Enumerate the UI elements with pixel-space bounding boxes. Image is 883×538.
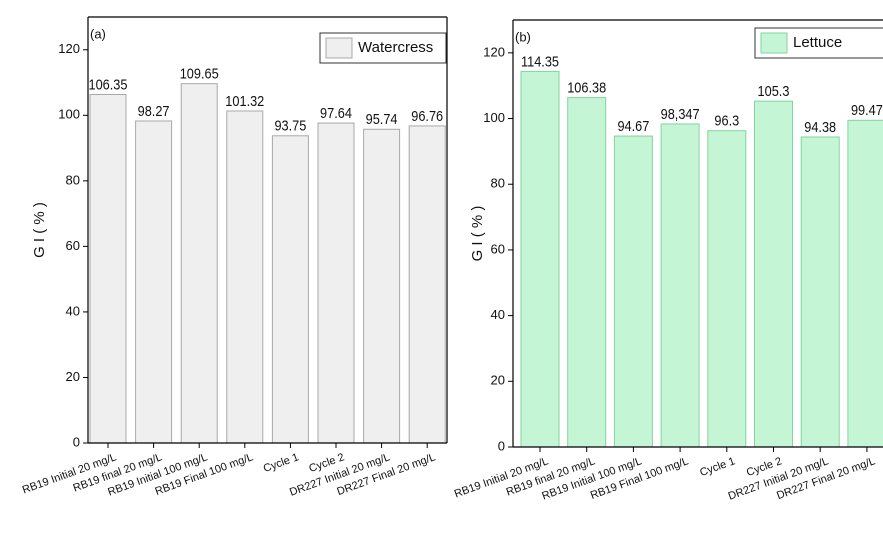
bar: [520, 70, 560, 448]
legend-label: Lettuce: [793, 34, 842, 51]
value-label: 101.32: [225, 92, 264, 109]
bar: [707, 130, 747, 448]
value-label: 98.27: [138, 102, 170, 119]
panel-label: (b): [515, 29, 531, 44]
bar: [567, 97, 607, 448]
value-label: 114.35: [521, 52, 559, 69]
y-tick-label: 100: [58, 107, 80, 122]
bar: [847, 119, 883, 448]
y-tick-label: 40: [491, 307, 505, 322]
bar: [89, 93, 127, 444]
y-tick-label: 20: [66, 369, 80, 384]
value-label: 106.35: [89, 75, 128, 92]
bar: [660, 123, 700, 448]
y-axis-label: G I ( % ): [469, 206, 486, 262]
value-label: 99.47: [851, 101, 883, 118]
bar: [226, 110, 264, 444]
y-tick-label: 100: [483, 110, 505, 125]
value-label: 95.74: [366, 110, 398, 127]
y-tick-label: 60: [66, 238, 80, 253]
y-tick-label: 120: [58, 41, 80, 56]
bar: [408, 125, 446, 444]
y-tick-label: 80: [491, 176, 505, 191]
x-tick-label: Cycle 1: [698, 455, 737, 479]
y-tick-label: 20: [491, 373, 505, 388]
y-tick-label: 40: [66, 303, 80, 318]
legend-swatch: [325, 37, 353, 59]
value-label: 96.76: [411, 107, 443, 124]
bar: [180, 83, 218, 444]
value-label: 94.67: [617, 117, 649, 134]
value-label: 105.3: [758, 82, 790, 99]
x-tick-label: Cycle 1: [262, 451, 301, 475]
y-tick-label: 0: [73, 434, 80, 449]
bar: [135, 120, 173, 444]
value-label: 93.75: [274, 117, 306, 134]
value-label: 94.38: [804, 118, 836, 135]
bar: [800, 136, 840, 448]
panel-label: (a): [90, 26, 106, 41]
value-label: 96.3: [714, 112, 739, 129]
bar: [613, 135, 653, 448]
value-label: 109.65: [180, 65, 219, 82]
y-tick-label: 0: [498, 438, 505, 453]
legend-swatch: [760, 32, 788, 54]
y-tick-label: 80: [66, 172, 80, 187]
bar: [363, 128, 401, 444]
y-axis-label: G I ( % ): [31, 202, 48, 258]
bar: [271, 135, 309, 444]
bar: [754, 100, 793, 448]
y-tick-label: 60: [491, 241, 505, 256]
legend-label: Watercress: [358, 39, 433, 56]
value-label: 106.38: [567, 79, 606, 96]
bar: [317, 122, 355, 444]
value-label: 98,347: [661, 105, 700, 122]
y-tick-label: 120: [483, 44, 505, 59]
value-label: 97.64: [320, 104, 352, 121]
